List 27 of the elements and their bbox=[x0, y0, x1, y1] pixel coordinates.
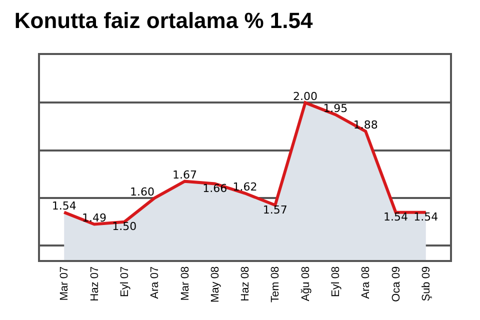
data-label: 1.60 bbox=[130, 185, 155, 198]
x-tick-label: Haz 07 bbox=[88, 266, 101, 302]
data-label: 2.00 bbox=[293, 90, 318, 103]
data-label: 1.62 bbox=[232, 180, 258, 194]
x-tick-label: Mar 08 bbox=[179, 266, 192, 301]
x-tick-label: Tem 08 bbox=[270, 266, 282, 302]
x-tick-label: Haz 08 bbox=[240, 266, 252, 302]
x-tick-label: Şub 09 bbox=[420, 266, 432, 302]
x-tick-label: Mar 07 bbox=[58, 266, 71, 301]
x-tick-label: Eyl 08 bbox=[330, 266, 342, 297]
data-label: 1.54 bbox=[52, 200, 76, 213]
x-tick-label: May 08 bbox=[209, 266, 222, 302]
x-tick-label: Ara 08 bbox=[360, 266, 372, 299]
data-label: 1.88 bbox=[353, 118, 378, 132]
x-tick-label: Oca 09 bbox=[390, 266, 402, 302]
data-label: 1.54 bbox=[383, 210, 408, 224]
chart-title: Konutta faiz ortalama % 1.54 bbox=[14, 8, 314, 34]
data-label: 1.95 bbox=[323, 102, 348, 115]
data-label: 1.49 bbox=[82, 211, 107, 224]
x-tick-label: Eyl 07 bbox=[118, 266, 131, 297]
data-label: 1.50 bbox=[112, 220, 137, 234]
data-label: 1.57 bbox=[262, 203, 288, 216]
data-label: 1.67 bbox=[172, 168, 197, 182]
x-tick-label: Ağu 08 bbox=[300, 266, 312, 302]
x-tick-label: Ara 07 bbox=[149, 266, 162, 299]
data-label: 1.54 bbox=[414, 210, 438, 224]
data-label: 1.66 bbox=[202, 182, 228, 195]
